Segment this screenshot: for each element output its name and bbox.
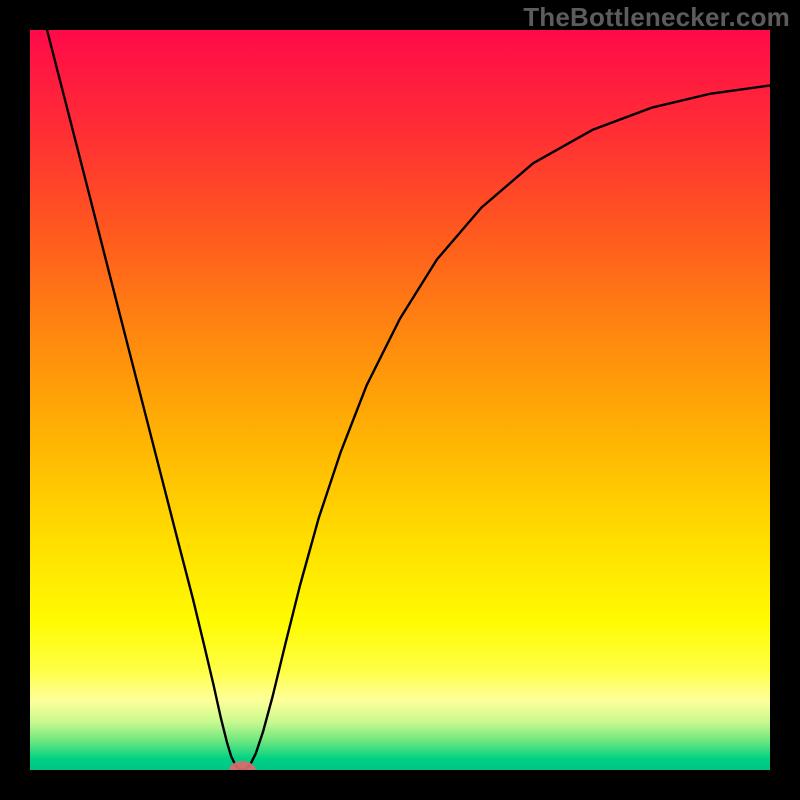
plot-area xyxy=(30,30,770,770)
watermark-text: TheBottlenecker.com xyxy=(523,2,790,33)
chart-svg xyxy=(30,30,770,770)
